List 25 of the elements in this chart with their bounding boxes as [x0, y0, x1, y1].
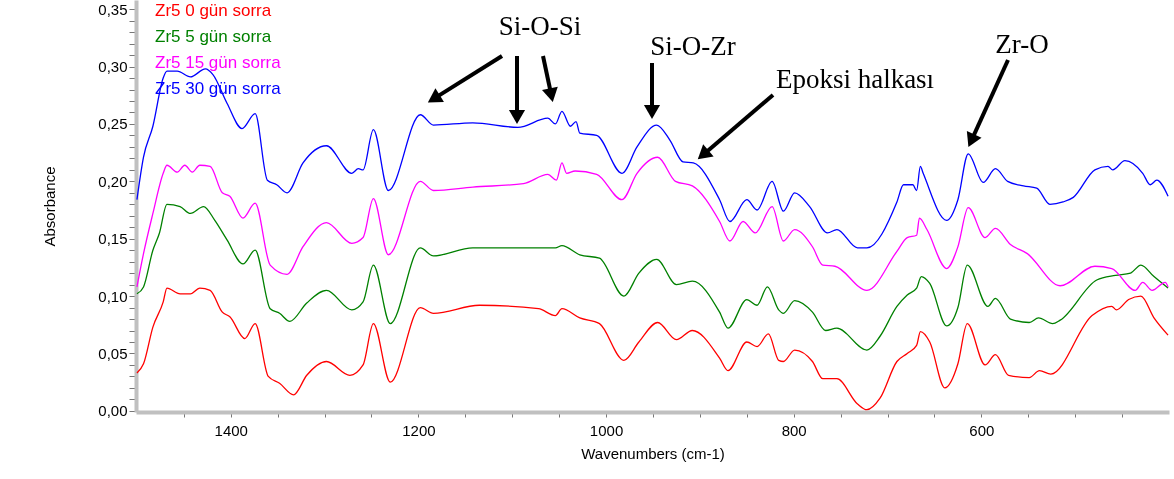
- text: Zr5 15 gün sorra: [155, 52, 282, 72]
- annotation: Epoksi halkası: [775, 64, 935, 94]
- line-series: [136, 287, 1169, 411]
- y-tick-label: 0,00: [98, 402, 128, 420]
- x-tick-label: 1400: [214, 421, 248, 439]
- x-axis-title: Wavenumbers (cm-1): [581, 444, 725, 462]
- line-series: [136, 203, 1169, 351]
- x-tick-label: 1200: [402, 421, 436, 439]
- x-tick-label: 800: [781, 421, 807, 439]
- annotation: Zr-O: [995, 29, 1049, 59]
- y-axis-title: Absorbance: [41, 166, 59, 247]
- y-tick-label: 0,05: [98, 344, 128, 362]
- annotation: Si-O-Si: [498, 11, 582, 41]
- text: Zr5 5 gün sorra: [155, 26, 272, 46]
- x-tick-label: 600: [969, 421, 995, 439]
- y-tick-label: 0,15: [98, 230, 128, 248]
- y-tick-label: 0,10: [98, 287, 128, 305]
- x-tick-label: 1000: [589, 421, 624, 439]
- y-tick-label: 0,30: [98, 58, 128, 76]
- y-tick-label: 0,25: [98, 115, 128, 133]
- annotation: Si-O-Zr: [650, 31, 736, 61]
- y-tick-label: 0,20: [98, 172, 128, 190]
- text: Zr5 0 gün sorra: [155, 0, 272, 20]
- y-tick-label: 0,35: [98, 0, 128, 18]
- line-series: [136, 156, 1169, 291]
